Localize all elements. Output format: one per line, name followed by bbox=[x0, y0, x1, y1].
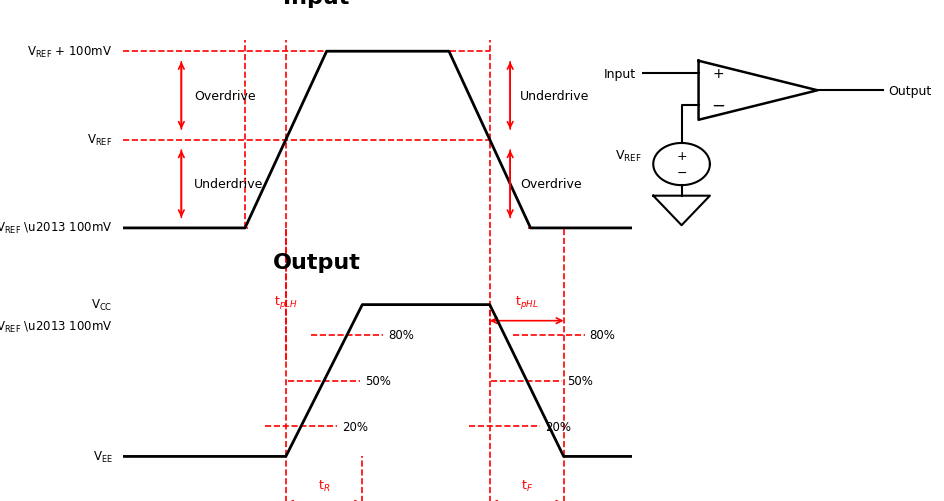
Text: V$_{\rm EE}$: V$_{\rm EE}$ bbox=[93, 449, 112, 464]
Text: −: − bbox=[676, 167, 687, 180]
Text: +: + bbox=[676, 150, 687, 163]
Text: Output: Output bbox=[888, 85, 932, 98]
Text: 20%: 20% bbox=[342, 420, 368, 433]
Text: V$_{\rm REF}$ + 100mV: V$_{\rm REF}$ + 100mV bbox=[27, 45, 112, 60]
Text: V$_{\rm REF}$ \u2013 100mV: V$_{\rm REF}$ \u2013 100mV bbox=[0, 319, 112, 334]
Text: V$_{\rm REF}$: V$_{\rm REF}$ bbox=[615, 149, 642, 164]
Text: 50%: 50% bbox=[567, 374, 594, 387]
Text: Underdrive: Underdrive bbox=[520, 90, 590, 103]
Text: Input: Input bbox=[283, 0, 349, 8]
Text: 80%: 80% bbox=[388, 329, 413, 342]
Text: t$_R$: t$_R$ bbox=[318, 477, 330, 492]
Text: +: + bbox=[713, 67, 724, 81]
Text: t$_{pHL}$: t$_{pHL}$ bbox=[515, 293, 538, 310]
Text: V$_{\rm REF}$ \u2013 100mV: V$_{\rm REF}$ \u2013 100mV bbox=[0, 221, 112, 236]
Text: t$_{pLH}$: t$_{pLH}$ bbox=[274, 293, 297, 310]
Text: V$_{\rm REF}$: V$_{\rm REF}$ bbox=[87, 133, 112, 148]
Text: Output: Output bbox=[273, 253, 361, 273]
Text: 50%: 50% bbox=[364, 374, 391, 387]
Text: Input: Input bbox=[604, 68, 636, 81]
Text: V$_{\rm CC}$: V$_{\rm CC}$ bbox=[92, 298, 112, 313]
Text: 80%: 80% bbox=[590, 329, 615, 342]
Text: 20%: 20% bbox=[546, 420, 571, 433]
Text: Overdrive: Overdrive bbox=[520, 178, 582, 191]
Text: t$_F$: t$_F$ bbox=[521, 477, 532, 492]
Text: −: − bbox=[712, 97, 725, 115]
Text: Underdrive: Underdrive bbox=[194, 178, 263, 191]
Text: Overdrive: Overdrive bbox=[194, 90, 256, 103]
